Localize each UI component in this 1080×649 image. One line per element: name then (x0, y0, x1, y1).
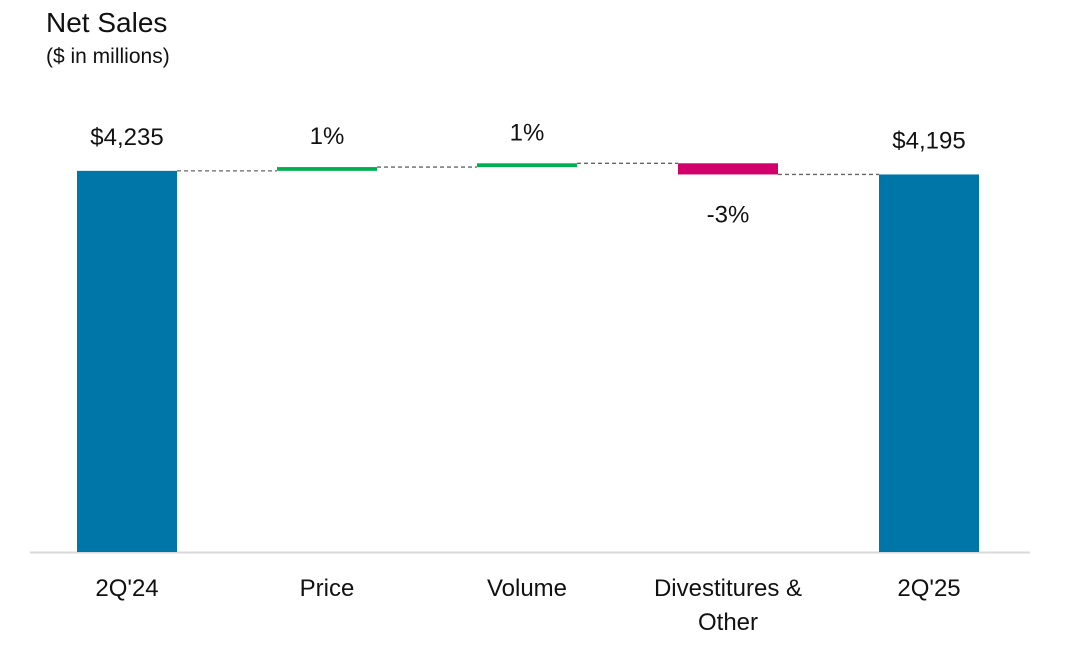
category-label: Volume (487, 575, 567, 602)
increase-bar (477, 163, 577, 168)
decrease-bar (678, 163, 778, 175)
data-label: -3% (707, 201, 750, 228)
increase-bar (277, 167, 377, 171)
total-bar (879, 174, 979, 552)
data-label: $4,235 (90, 124, 163, 151)
category-label: 2Q'25 (897, 575, 960, 602)
data-label: 1% (310, 123, 345, 150)
data-label: 1% (510, 119, 545, 146)
chart-subtitle: ($ in millions) (46, 45, 170, 68)
data-label: $4,195 (892, 127, 965, 154)
total-bar (77, 170, 177, 552)
category-label: Divestitures & Other (654, 575, 802, 636)
chart-title: Net Sales (46, 7, 168, 38)
category-label: Price (300, 575, 355, 602)
category-label: 2Q'24 (95, 575, 158, 602)
